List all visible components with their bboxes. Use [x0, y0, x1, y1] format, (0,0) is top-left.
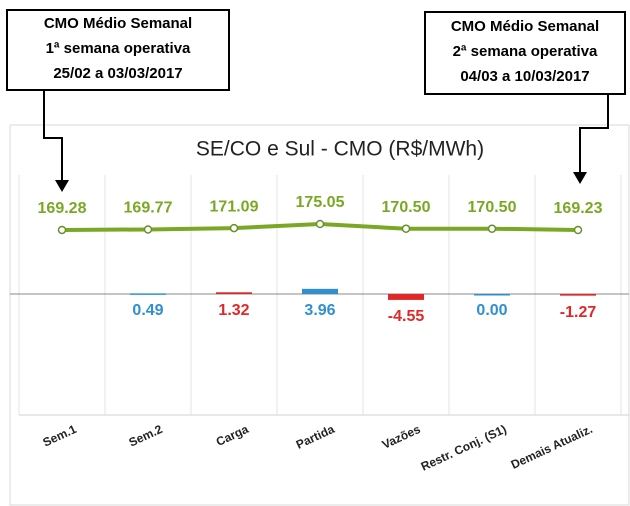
bar — [216, 292, 252, 294]
arrow — [43, 90, 63, 182]
point — [573, 225, 583, 235]
point — [229, 223, 239, 233]
bar — [560, 294, 596, 296]
arrowhead — [573, 172, 587, 184]
data-label: 1.32 — [218, 302, 249, 319]
bar — [130, 293, 166, 295]
arrowhead — [55, 180, 69, 192]
annotation-text: 1ª semana operativa — [46, 40, 191, 57]
data-label: 0.49 — [132, 302, 163, 319]
data-label: 171.09 — [210, 198, 259, 215]
chart-frame — [9, 124, 630, 506]
chart-title: SE/CO e Sul - CMO (R$/MWh) — [196, 138, 484, 161]
data-label: 169.23 — [554, 200, 603, 217]
data-label: -1.27 — [560, 304, 597, 321]
data-label: 169.28 — [38, 200, 87, 217]
annotation-box — [6, 9, 230, 91]
annotation-text: CMO Médio Semanal — [44, 15, 192, 32]
point — [487, 224, 497, 233]
point — [57, 225, 67, 235]
arrow — [579, 94, 609, 174]
data-label: 170.50 — [382, 199, 431, 216]
point — [143, 225, 153, 234]
data-label: -4.55 — [388, 308, 425, 325]
data-label: 169.77 — [124, 200, 173, 217]
annotation-text: 2ª semana operativa — [453, 43, 598, 60]
data-label: 175.05 — [296, 194, 345, 211]
data-label: 3.96 — [304, 302, 335, 319]
annotation-box — [424, 11, 626, 95]
bar — [302, 288, 338, 294]
annotation-text: CMO Médio Semanal — [451, 18, 599, 35]
data-label: 0.00 — [476, 302, 507, 319]
point — [315, 219, 325, 229]
point — [401, 224, 411, 233]
bar — [388, 294, 424, 300]
bar — [474, 294, 510, 296]
data-label: 170.50 — [468, 199, 517, 216]
annotation-text: 25/02 a 03/03/2017 — [53, 65, 182, 82]
annotation-text: 04/03 a 10/03/2017 — [460, 68, 589, 85]
